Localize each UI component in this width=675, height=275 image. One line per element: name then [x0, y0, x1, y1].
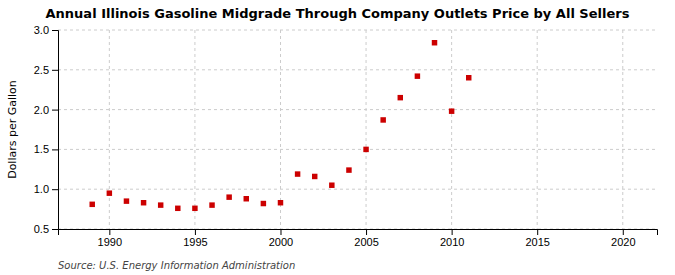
tick-mark — [52, 110, 58, 111]
y-axis-title: Dollars per Gallon — [6, 80, 19, 179]
tick-mark — [52, 229, 58, 230]
tick-label: 1995 — [183, 236, 207, 248]
title: Annual Illinois Gasoline Midgrade Throug… — [46, 6, 630, 21]
grid-line — [58, 189, 657, 190]
point — [432, 40, 437, 45]
tick: 1995 — [183, 229, 207, 248]
point — [415, 73, 420, 78]
tick: 1990 — [98, 229, 122, 248]
tick: 2005 — [354, 229, 378, 248]
tick-mark — [52, 189, 58, 190]
tick-mark — [52, 149, 58, 150]
point — [398, 95, 403, 100]
tick: 1.5 — [34, 143, 58, 155]
grid — [58, 30, 657, 229]
plot: 1990 1995 2000 2005 2010 2015 2020 0.5 1.0 1.5 2.0… — [34, 24, 658, 248]
tick: 2000 — [269, 229, 293, 248]
point — [449, 108, 454, 113]
point — [175, 206, 180, 211]
x-axis: 1990 1995 2000 2005 2010 2015 2020 — [59, 229, 658, 248]
tick: 2.5 — [34, 64, 58, 76]
tick-label: 3.0 — [34, 24, 49, 36]
tick: 2010 — [440, 229, 464, 248]
point — [329, 182, 334, 187]
point — [244, 196, 249, 201]
tick-mark — [537, 229, 538, 235]
axis-line — [52, 31, 59, 230]
tick-label: 2.5 — [34, 64, 49, 76]
point — [209, 202, 214, 207]
chart: 1990 1995 2000 2005 2010 2015 2020 0.5 1.0 1.5 2.0… — [0, 0, 675, 275]
source: Source: U.S. Energy Information Administ… — [58, 260, 295, 271]
tick: 3.0 — [34, 24, 58, 36]
point — [346, 167, 351, 172]
point — [89, 202, 94, 207]
tick: 2.0 — [34, 104, 58, 116]
grid-line — [537, 30, 538, 229]
grid-line — [366, 30, 367, 229]
points — [89, 40, 471, 211]
tick-label: 2005 — [354, 236, 378, 248]
point — [295, 171, 300, 176]
axis-line — [59, 230, 658, 236]
tick-label: 2020 — [611, 236, 635, 248]
tick-label: 2010 — [440, 236, 464, 248]
tick-label: 2.0 — [34, 104, 49, 116]
tick-mark — [366, 229, 367, 235]
tick-label: 2000 — [269, 236, 293, 248]
grid-line — [58, 30, 657, 31]
point — [380, 117, 385, 122]
grid-line — [109, 30, 110, 229]
point — [158, 202, 163, 207]
point — [107, 190, 112, 195]
tick-label: 2015 — [525, 236, 549, 248]
tick-label: 0.5 — [34, 223, 49, 235]
grid-line — [58, 149, 657, 150]
tick: 1.0 — [34, 183, 58, 195]
tick-mark — [623, 229, 624, 235]
tick-mark — [52, 70, 58, 71]
grid-line — [58, 109, 657, 110]
grid-line — [58, 69, 657, 70]
point — [192, 206, 197, 211]
grid-line — [194, 30, 195, 229]
point — [312, 174, 317, 179]
point — [141, 200, 146, 205]
y-axis: 0.5 1.0 1.5 2.0 2.5 3.0 — [34, 24, 59, 235]
tick-mark — [52, 30, 58, 31]
point — [278, 200, 283, 205]
grid-line — [622, 30, 623, 229]
point — [363, 147, 368, 152]
tick: 2020 — [611, 229, 635, 248]
tick-mark — [452, 229, 453, 235]
tick-label: 1.5 — [34, 143, 49, 155]
point — [261, 201, 266, 206]
tick-mark — [280, 229, 281, 235]
tick: 2015 — [525, 229, 549, 248]
tick-label: 1.0 — [34, 183, 49, 195]
grid-line — [451, 30, 452, 229]
point — [466, 75, 471, 80]
grid-line — [280, 30, 281, 229]
point — [226, 194, 231, 199]
tick: 0.5 — [34, 223, 58, 235]
point — [124, 198, 129, 203]
tick-mark — [109, 229, 110, 235]
tick-mark — [195, 229, 196, 235]
tick-label: 1990 — [98, 236, 122, 248]
